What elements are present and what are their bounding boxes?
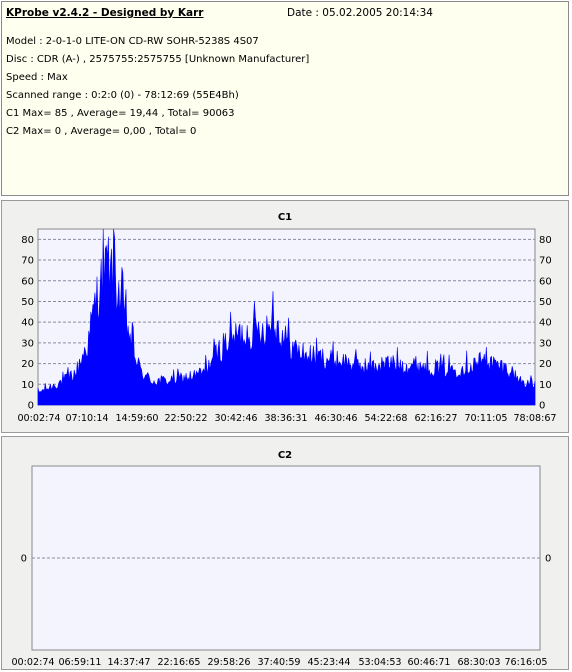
c1-y-tick-label-left: 50: [21, 297, 34, 308]
c2-x-tick-label: 45:23:44: [307, 657, 350, 668]
c2-x-tick-label: 60:46:71: [407, 657, 450, 668]
info-panel: KProbe v2.4.2 - Designed by Karr Date : …: [1, 1, 569, 196]
c1-y-tick-label-left: 80: [21, 235, 34, 246]
c2-chart-panel: C2 0 0 00:02:74 06:59:11 14:37:47 22:16:65 29…: [1, 436, 569, 670]
c1-x-tick-label: 70:11:05: [464, 413, 507, 424]
c1-y-tick-label-left: 0: [28, 401, 34, 412]
c1-y-tick-label-right: 50: [539, 297, 552, 308]
c2-y-tick-label-right: 0: [545, 554, 551, 565]
c1-x-tick-label: 62:16:27: [414, 413, 457, 424]
c2-summary-line: C2 Max= 0 , Average= 0,00 , Total= 0: [6, 126, 197, 137]
c1-y-tick-label-right: 10: [539, 380, 552, 391]
c2-x-tick-label: 14:37:47: [107, 657, 150, 668]
c1-y-tick-label-left: 20: [21, 359, 34, 370]
c1-x-tick-label: 78:08:67: [513, 413, 556, 424]
scan-date: Date : 05.02.2005 20:14:34: [287, 7, 433, 19]
c2-x-tick-label: 00:02:74: [11, 657, 54, 668]
c1-y-tick-label-left: 70: [21, 256, 34, 267]
app-title: KProbe v2.4.2 - Designed by Karr: [6, 7, 204, 19]
c1-y-tick-label-left: 10: [21, 380, 34, 391]
c1-y-tick-label-right: 30: [539, 338, 552, 349]
c2-x-tick-label: 29:58:26: [207, 657, 250, 668]
c2-y-tick-label-left: 0: [21, 554, 27, 565]
c1-x-tick-label: 07:10:14: [65, 413, 108, 424]
c2-x-tick-label: 53:04:53: [358, 657, 401, 668]
c1-y-tick-label-right: 40: [539, 318, 552, 329]
c1-y-tick-label-left: 30: [21, 338, 34, 349]
c1-y-tick-label-right: 80: [539, 235, 552, 246]
c2-x-tick-label: 22:16:65: [157, 657, 200, 668]
c1-chart-title: C1: [278, 212, 292, 223]
c1-error-area: [37, 228, 536, 406]
c1-y-tick-label-right: 0: [539, 401, 545, 412]
c1-y-tick-label-left: 60: [21, 276, 34, 287]
c2-x-tick-label: 76:16:05: [504, 657, 547, 668]
c1-chart: C1 0 10 20 30 40 50 60 70 80 0 10 20 30 40 50 60 70 80 0…: [17, 212, 556, 424]
c2-chart-title: C2: [278, 450, 292, 461]
c1-x-tick-label: 38:36:31: [264, 413, 307, 424]
c1-x-tick-label: 00:02:74: [17, 413, 60, 424]
c1-summary-line: C1 Max= 85 , Average= 19,44 , Total= 900…: [6, 108, 235, 119]
c2-chart: C2 0 0 00:02:74 06:59:11 14:37:47 22:16:65 29…: [11, 450, 551, 668]
c1-y-tick-label-right: 20: [539, 359, 552, 370]
c2-x-tick-label: 68:30:03: [457, 657, 500, 668]
c1-x-tick-label: 54:22:68: [364, 413, 407, 424]
c1-y-tick-label-right: 70: [539, 256, 552, 267]
c1-x-tick-label: 30:42:46: [214, 413, 257, 424]
c1-y-tick-label-right: 60: [539, 276, 552, 287]
c1-y-tick-label-left: 40: [21, 318, 34, 329]
disc-line: Disc : CDR (A-) , 2575755:2575755 [Unkno…: [6, 54, 310, 65]
model-line: Model : 2-0-1-0 LITE-ON CD-RW SOHR-5238S…: [6, 36, 259, 47]
c2-x-tick-label: 37:40:59: [257, 657, 300, 668]
c1-x-tick-label: 46:30:46: [314, 413, 357, 424]
c2-x-tick-label: 06:59:11: [58, 657, 101, 668]
range-line: Scanned range : 0:2:0 (0) - 78:12:69 (55…: [6, 90, 239, 101]
c1-chart-panel: C1 0 10 20 30 40 50 60 70 80 0 10 20 30 40 50 60 70 80 0…: [1, 200, 569, 433]
c1-x-tick-label: 22:50:22: [164, 413, 207, 424]
speed-line: Speed : Max: [6, 72, 68, 83]
c1-x-tick-label: 14:59:60: [115, 413, 158, 424]
